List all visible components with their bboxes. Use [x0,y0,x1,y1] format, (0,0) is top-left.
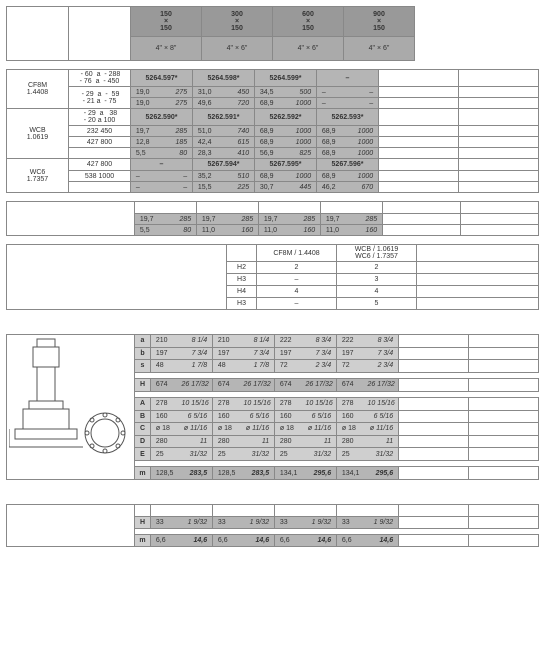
flange-1: 4" × 6" [202,37,273,61]
bottom-table: H 331 9/32 331 9/32 331 9/32 331 9/32 m … [6,504,539,547]
dims-table: a 2108 1/4 2108 1/4 2228 3/4 2228 3/4 b … [6,334,539,480]
size-3: 900 × 150 [344,7,415,37]
header-table: 150 × 150 300 × 150 600 × 150 900 × 150 … [6,6,539,61]
ratings-table: CF8M1.4408 - 60 a - 288 - 76 a - 450 526… [6,69,539,193]
valve-drawing [9,337,131,477]
flange-2: 4" × 6" [273,37,344,61]
flange-3: 4" × 6" [344,37,415,61]
size-1: 300 × 150 [202,7,273,37]
size-2: 600 × 150 [273,7,344,37]
flange-0: 4" × 8" [131,37,202,61]
block2-table: 19,7285 19,7285 19,7285 19,7285 5,580 11… [6,201,539,236]
block3-table: CF8M / 1.4408WCB / 1.0619 WC6 / 1.7357 H… [6,244,539,310]
size-0: 150 × 150 [131,7,202,37]
